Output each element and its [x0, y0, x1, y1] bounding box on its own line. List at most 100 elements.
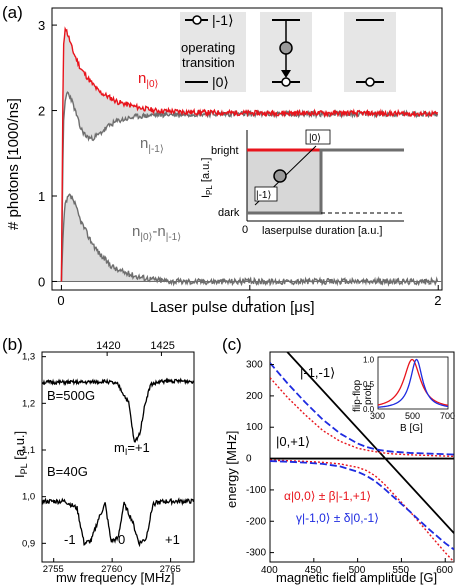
ytick-label-c: 200 — [246, 391, 263, 402]
inset-c-xtick-label: 300 — [370, 411, 385, 421]
panel-c-xlabel: magnetic field amplitude [G] — [276, 570, 437, 585]
series-c-line-2 — [270, 377, 454, 458]
level-m1-marker — [192, 15, 202, 25]
panel-c: 400 450 500 550 600 -300 -200 -100 0 100 200 300 en… — [224, 351, 455, 585]
ytick-label-a: 3 — [38, 18, 45, 33]
ytick-label-a: 0 — [38, 274, 45, 289]
operating-label-2: transition — [182, 55, 235, 70]
inset-c-ticks: 300 500 700 0.0 0.5 1.0 — [363, 355, 455, 421]
ytick-label-c: -100 — [246, 485, 266, 496]
label-state-b: |0,+1⟩ — [276, 434, 310, 449]
label-dip-m1: -1 — [64, 532, 76, 547]
ytick-label-b: 1,1 — [22, 445, 35, 456]
level-0-marker-2 — [281, 77, 291, 87]
inset-c-xlabel: B [G] — [400, 423, 423, 434]
series-b500-line — [41, 377, 194, 443]
ytick-label-b: 1,0 — [22, 492, 35, 503]
inset-c-ytick-label: 0.0 — [363, 405, 375, 414]
panel-b-frame — [41, 351, 195, 563]
ytick-label-c: -200 — [246, 516, 266, 527]
panel-c-clip — [270, 352, 454, 562]
inset-ketm1-box — [254, 186, 278, 202]
level-scheme-box-1 — [180, 12, 246, 92]
label-blue-formula: γ|-1,0⟩ ± δ|0,-1⟩ — [296, 511, 379, 525]
panel-b-ticks: 2755 2760 2765 1420 1425 0,9 1,0 1,1 1,2 1,3 — [22, 340, 181, 575]
panel-label-a: (a) — [2, 3, 23, 22]
panel-label-c: (c) — [222, 335, 242, 354]
series-c-line-0 — [286, 352, 454, 534]
label-state-a: |-1,-1⟩ — [300, 365, 335, 380]
panel-c-ylabel: energy [MHz] — [224, 431, 239, 508]
xtick-label-a: 2 — [434, 293, 441, 308]
label-red-formula: α|0,0⟩ ± β|-1,+1⟩ — [284, 489, 371, 503]
operating-label-1: operating — [181, 40, 235, 55]
series-c-line-3 — [270, 459, 454, 562]
xtick-label-c: 400 — [261, 565, 278, 576]
label-b40: B=40G — [47, 464, 88, 479]
panel-b-xlabel: mw frequency [MHz] — [56, 570, 174, 585]
inset-c-line-red — [377, 358, 449, 406]
label-diff: n|0⟩-n|-1⟩ — [132, 223, 181, 243]
level-0-marker-3 — [365, 77, 375, 87]
ytick-label-b: 1,2 — [22, 398, 35, 409]
ytick-label-c: 0 — [246, 454, 252, 465]
series-nm1-line — [60, 91, 439, 282]
panel-c-ticks: 400 450 500 550 600 -300 -200 -100 0 100 200 300 — [246, 360, 453, 576]
transition-arrow-icon — [281, 70, 291, 78]
xtick-label-c: 600 — [436, 565, 453, 576]
panel-b-curves — [41, 377, 195, 548]
ytick-label-c: 300 — [246, 360, 263, 371]
panel-a-frame — [51, 7, 443, 291]
label-nm1: n|-1⟩ — [140, 135, 164, 155]
inset-fill — [247, 150, 321, 213]
panel-b-ylabel: IPL [a.u.] — [12, 431, 29, 478]
inset-dark-label: dark — [218, 207, 240, 219]
panel-b: 2755 2760 2765 1420 1425 0,9 1,0 1,1 1,2 1,3 IPL … — [12, 340, 195, 585]
xtick-label-c: 550 — [392, 565, 409, 576]
ytick-label-b: 1,3 — [22, 352, 35, 363]
inset-c-curves — [377, 358, 449, 408]
inset-ketm1-label: |-1⟩ — [256, 190, 271, 201]
xtick-label-b: 2760 — [101, 564, 122, 575]
xtick-label-c: 450 — [305, 565, 322, 576]
panel-a-ticks: 0 1 2 0 1 2 3 — [38, 18, 441, 308]
label-mi: mI=+1 — [114, 440, 150, 457]
xtick-label-a: 1 — [246, 293, 253, 308]
transition-marker — [279, 41, 293, 55]
label-n0: n|0⟩ — [138, 70, 159, 90]
ket-m1-label: |-1⟩ — [212, 12, 234, 28]
top-xtick-label-b: 1425 — [150, 340, 174, 352]
inset-ket0-box — [305, 129, 331, 145]
xtick-label-b: 2755 — [43, 564, 64, 575]
label-dip-0: 0 — [118, 532, 125, 547]
panel-label-b: (b) — [2, 335, 23, 354]
panel-a: 0 1 2 0 1 2 3 # photons [1000/ns] Laser pulse … — [5, 7, 443, 316]
inset-ket0-label: |0⟩ — [309, 133, 321, 144]
panel-a-xlabel: Laser pulse duration [μs] — [150, 299, 315, 316]
inset-c-line-blue — [377, 358, 449, 408]
series-c-line-5 — [270, 460, 454, 551]
ytick-label-b: 0,9 — [22, 538, 35, 549]
ytick-label-c: -300 — [246, 548, 266, 559]
ytick-label-c: 100 — [246, 422, 263, 433]
ytick-label-a: 2 — [38, 104, 45, 119]
inset-c-ytick-label: 1.0 — [363, 355, 375, 364]
panel-c-frame — [269, 351, 455, 563]
xtick-label-b: 2765 — [160, 564, 181, 575]
xtick-label-c: 500 — [349, 565, 366, 576]
inset-c-xtick-label: 500 — [405, 411, 420, 421]
panel-a-ylabel: # photons [1000/ns] — [5, 98, 22, 230]
inset-c-ylabel-2: prob. — [363, 382, 374, 405]
series-n0-line — [60, 26, 439, 282]
panel-a-curves — [52, 26, 442, 287]
inset-c-ylabel-1: flip-flop — [352, 379, 363, 412]
inset-bright-label: bright — [211, 145, 239, 157]
inset-zero-label: 0 — [242, 224, 248, 236]
panel-c-curves — [270, 352, 454, 562]
ket-0-label: |0⟩ — [212, 74, 229, 90]
xtick-label-a: 0 — [57, 293, 64, 308]
panel-a-inset: |0⟩ |-1⟩ bright dark 0 laserpulse durati… — [196, 126, 432, 250]
inset-marker — [273, 169, 287, 183]
series-diff-line — [60, 193, 439, 287]
